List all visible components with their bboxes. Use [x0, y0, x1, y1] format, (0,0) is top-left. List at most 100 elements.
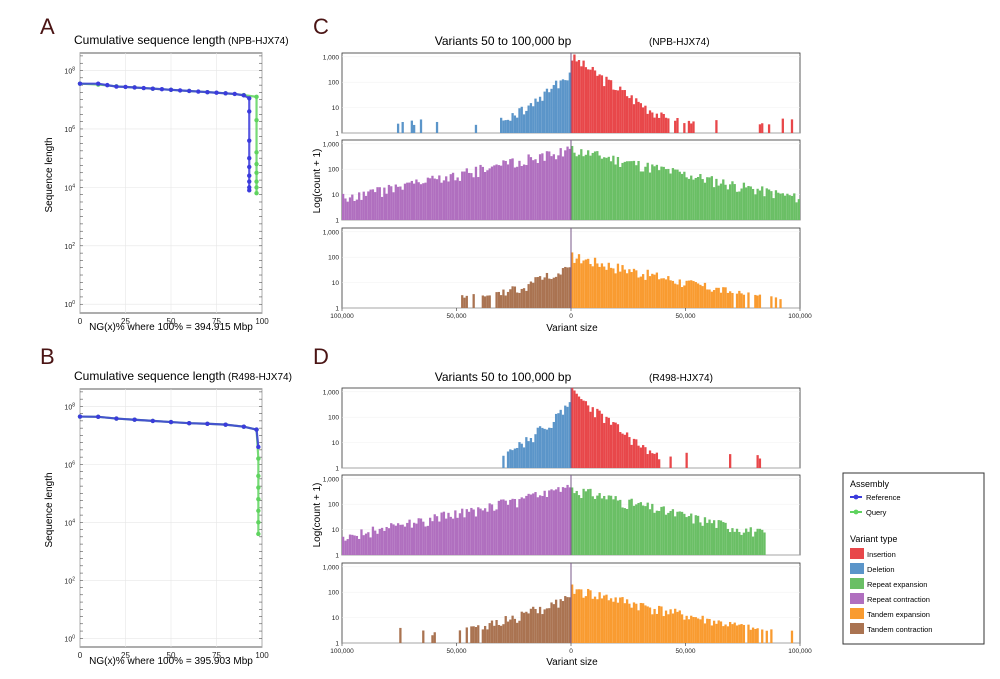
panel-c-tandem-expansion-bar	[619, 271, 622, 308]
panel-a-reference-point	[247, 179, 252, 184]
panel-c-repeat-contraction-bar	[483, 171, 487, 220]
panel-d-insertion-bar	[630, 444, 633, 468]
panel-d-repeat-expansion-bar	[683, 513, 686, 555]
panel-c-ytick-label: 100	[328, 167, 339, 174]
panel-c-insertion-bar	[690, 123, 693, 133]
panel-c-repeat-expansion-bar	[605, 157, 608, 220]
panel-c-tandem-contraction-bar	[506, 291, 510, 308]
panel-c-repeat-expansion-bar	[664, 169, 668, 220]
panel-d-deletion-bar	[509, 449, 512, 468]
panel-b-xlabel: NG(x)% where 100% = 395.903 Mbp	[89, 656, 253, 667]
panel-c-repeat-contraction-bar	[355, 199, 359, 220]
panel-c-tandem-contraction-bar	[472, 294, 475, 308]
panel-c-repeat-contraction-bar	[378, 187, 381, 220]
panel-c-repeat-contraction-bar	[440, 182, 443, 220]
panel-b-tag: (R498-HJX74)	[228, 372, 292, 383]
panel-d-repeat-contraction-bar	[456, 517, 459, 555]
panel-a-reference-point	[168, 87, 174, 93]
panel-d-ytick-label: 10	[332, 615, 340, 622]
panel-c-tandem-expansion-bar	[637, 277, 640, 308]
panel-c-repeat-contraction-bar	[488, 168, 491, 220]
panel-c-tandem-expansion-bar	[582, 260, 585, 308]
panel-d-tandem-contraction-bar	[431, 635, 434, 643]
panel-c-insertion-bar	[667, 118, 670, 133]
panel-c-ytick-label: 1	[335, 306, 339, 313]
panel-c-tandem-contraction-bar	[552, 277, 555, 308]
panel-c-repeat-expansion-bar	[738, 191, 741, 220]
panel-d-tandem-contraction-bar	[399, 627, 402, 643]
panel-c-tandem-expansion-bar	[738, 290, 741, 308]
panel-c-tandem-expansion-bar	[680, 287, 684, 308]
panel-c-insertion-bar	[767, 124, 771, 133]
panel-c-repeat-expansion-bar	[676, 169, 679, 220]
panel-d-repeat-expansion-bar	[722, 522, 725, 555]
panel-c-tandem-expansion-bar	[676, 284, 679, 308]
panel-c-tandem-expansion-bar	[669, 280, 672, 308]
panel-c-repeat-contraction-bar	[424, 182, 427, 220]
panel-d-repeat-expansion-bar	[756, 528, 759, 555]
panel-c-tandem-expansion-bar	[632, 268, 636, 308]
panel-c-repeat-expansion-bar	[639, 171, 642, 220]
panel-b-query-point	[256, 531, 261, 537]
panel-d-repeat-contraction-bar	[348, 534, 352, 555]
panel-c-repeat-contraction-bar	[403, 183, 407, 220]
panel-d-repeat-contraction-bar	[451, 518, 455, 555]
legend-repeat-expansion-label: Repeat expansion	[867, 580, 927, 589]
panel-d-tandem-expansion-bar	[605, 594, 608, 643]
panel-d-repeat-expansion-bar	[740, 534, 743, 555]
panel-c-repeat-expansion-bar	[692, 179, 695, 220]
panel-d-repeat-expansion-bar	[605, 499, 608, 555]
panel-c-insertion-bar	[781, 118, 784, 133]
panel-a-query-point	[254, 191, 259, 196]
panel-d-repeat-expansion-bar	[639, 502, 642, 555]
panel-c-deletion-bar	[520, 106, 523, 133]
panel-c-tandem-expansion-bar	[630, 272, 633, 308]
panel-c-repeat-contraction-bar	[353, 200, 356, 220]
panel-d-repeat-expansion-bar	[616, 500, 620, 555]
panel-d-tandem-contraction-bar	[433, 632, 436, 643]
panel-d-repeat-expansion-bar	[637, 502, 640, 555]
panel-c-repeat-expansion-bar	[783, 195, 787, 220]
panel-c-repeat-contraction-bar	[392, 192, 395, 220]
panel-d-insertion-bar	[623, 434, 626, 468]
panel-d-repeat-contraction-bar	[550, 489, 553, 555]
panel-c-insertion-bar	[584, 67, 588, 133]
panel-c-tandem-contraction-bar	[500, 295, 503, 308]
panel-d-tandem-expansion-bar	[747, 624, 750, 643]
legend-repeat-contraction: Repeat contraction	[850, 593, 930, 604]
panel-d-repeat-expansion-bar	[719, 520, 723, 555]
panel-d-tandem-expansion-bar	[715, 623, 718, 643]
panel-d-repeat-expansion-bar	[692, 523, 695, 555]
panel-c-repeat-contraction-bar	[419, 184, 423, 220]
panel-c-repeat-contraction-bar	[465, 168, 468, 220]
panel-b-reference-point	[254, 427, 259, 432]
panel-c-deletion-bar	[552, 85, 555, 133]
panel-d-repeat-expansion-bar	[729, 532, 732, 555]
panel-b-xtick-label: 100	[255, 651, 269, 660]
panel-c-repeat-expansion-bar	[637, 161, 640, 220]
panel-d-tandem-contraction-bar	[548, 608, 551, 643]
panel-c-insertion-bar	[683, 123, 686, 133]
panel-c-ytick-label: 100	[328, 255, 339, 262]
panel-c-deletion-bar	[511, 113, 514, 133]
panel-c-repeat-contraction-bar	[522, 164, 526, 220]
panel-c-tandem-contraction-bar	[541, 279, 544, 308]
panel-c-tandem-contraction-bar	[518, 292, 521, 308]
panel-d-tandem-expansion-bar	[710, 625, 713, 643]
panel-d-tandem-expansion-bar	[687, 619, 691, 643]
panel-c-repeat-expansion-bar	[667, 168, 670, 220]
panel-c-repeat-expansion-bar	[589, 155, 592, 220]
panel-b-reference-point	[241, 424, 246, 429]
panel-c-deletion-bar	[513, 115, 517, 133]
panel-c-repeat-contraction-bar	[387, 184, 391, 220]
panel-d-repeat-contraction-bar	[449, 516, 452, 555]
panel-c-tandem-expansion-bar	[653, 274, 656, 308]
panel-c-repeat-contraction-bar	[538, 154, 542, 220]
panel-d-tandem-contraction-bar	[550, 602, 553, 643]
panel-d-ytick-label: 100	[328, 502, 339, 509]
panel-d-repeat-contraction-bar	[500, 499, 503, 555]
panel-d-deletion-bar	[520, 443, 523, 468]
panel-b-ytick-label: 108	[64, 402, 75, 411]
panel-d-tandem-expansion-bar	[749, 629, 752, 643]
